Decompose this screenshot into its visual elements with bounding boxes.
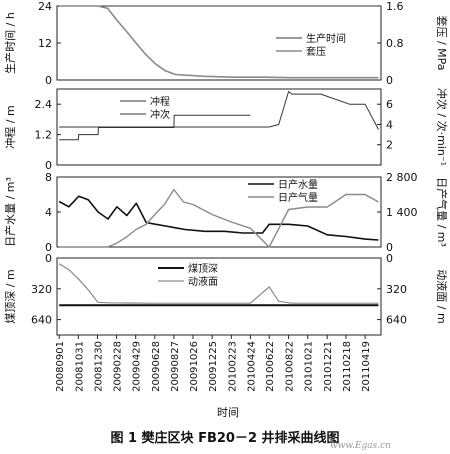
x-tick-label: 20110218: [342, 341, 353, 392]
y-left-axis-label: 生产时间 / h: [3, 12, 17, 74]
y-left-tick-label: 0: [45, 241, 52, 254]
y-right-tick-label: 640: [386, 314, 407, 327]
y-right-axis-label: 动液面 / m: [435, 269, 449, 323]
y-left-tick-label: 2.4: [35, 98, 53, 111]
x-tick-label: 20090827: [170, 341, 181, 392]
legend-label: 日产气量: [278, 191, 318, 204]
series-line-冲程: [59, 91, 379, 130]
y-right-tick-label: 2 800: [386, 171, 418, 184]
x-tick-label: 20101021: [304, 341, 315, 392]
y-right-axis-label: 冲次 / 次·min⁻¹: [435, 88, 449, 166]
x-axis-label: 时间: [217, 406, 239, 419]
y-left-tick-label: 0: [45, 252, 52, 265]
y-right-tick-label: 4: [386, 118, 393, 131]
y-right-tick-label: 0: [386, 74, 393, 87]
y-right-axis-label: 套压 / MPa: [435, 15, 448, 70]
y-right-axis-label: 日产气量 / m³: [435, 177, 449, 247]
x-tick-label: 20101221: [323, 341, 334, 392]
x-tick-label: 20090228: [113, 341, 124, 392]
x-tick-label: 20091026: [189, 341, 200, 392]
y-left-tick-label: 12: [38, 37, 52, 50]
x-tick-label: 20100822: [285, 341, 296, 392]
x-tick-label: 20100424: [246, 341, 257, 392]
x-tick-label: 20100223: [227, 341, 238, 392]
legend-label: 冲程: [150, 95, 170, 108]
x-tick-label: 20080901: [55, 341, 66, 392]
y-right-tick-label: 6: [386, 98, 393, 111]
legend-label: 日产水量: [278, 178, 318, 191]
x-tick-label: 20110419: [361, 341, 372, 392]
x-tick-label: 20090628: [151, 341, 162, 392]
y-left-tick-label: 1.2: [35, 129, 53, 142]
y-right-tick-label: 0: [386, 252, 393, 265]
y-left-axis-label: 煤顶深 / m: [4, 269, 17, 323]
series-line-冲次: [59, 114, 251, 141]
y-right-tick-label: 320: [386, 283, 407, 296]
y-right-tick-label: 1.6: [386, 0, 404, 13]
plot-frame: [56, 176, 382, 248]
y-left-tick-label: 8: [45, 171, 52, 184]
legend-label: 冲次: [150, 108, 170, 121]
plot-frame: [56, 257, 382, 336]
series-line-日产水量: [58, 195, 379, 241]
y-left-axis-label: 日产水量 / m³: [3, 177, 17, 247]
legend-label: 套压: [306, 45, 326, 58]
y-left-axis-label: 冲程 / m: [3, 105, 17, 148]
x-tick-label: 20081230: [93, 341, 104, 392]
x-tick-label: 20090429: [132, 341, 143, 392]
series-line-套压: [59, 5, 379, 79]
y-right-tick-label: 2: [386, 139, 393, 152]
plot-frame: [56, 88, 382, 166]
x-tick-label: 20081031: [74, 341, 85, 392]
y-left-tick-label: 320: [31, 283, 52, 296]
series-line-动液面: [58, 263, 379, 304]
y-right-tick-label: 0: [386, 241, 393, 254]
y-right-tick-label: 1 400: [386, 206, 418, 219]
y-left-tick-label: 0: [45, 74, 52, 87]
y-left-tick-label: 24: [38, 0, 52, 13]
y-right-tick-label: 0.8: [386, 37, 404, 50]
x-tick-label: 20091225: [208, 341, 219, 392]
legend-label: 生产时间: [306, 32, 346, 45]
y-left-tick-label: 640: [31, 314, 52, 327]
series-line-日产气量: [59, 188, 379, 248]
watermark: www.Egas.cn: [330, 441, 391, 451]
y-left-tick-label: 0: [45, 159, 52, 172]
y-left-tick-label: 4: [45, 206, 52, 219]
x-tick-label: 20100622: [265, 341, 276, 392]
legend-label: 煤顶深: [188, 262, 218, 275]
legend-label: 动液面: [188, 275, 218, 288]
figure-caption: 图 1 樊庄区块 FB20－2 井排采曲线图: [110, 431, 340, 446]
